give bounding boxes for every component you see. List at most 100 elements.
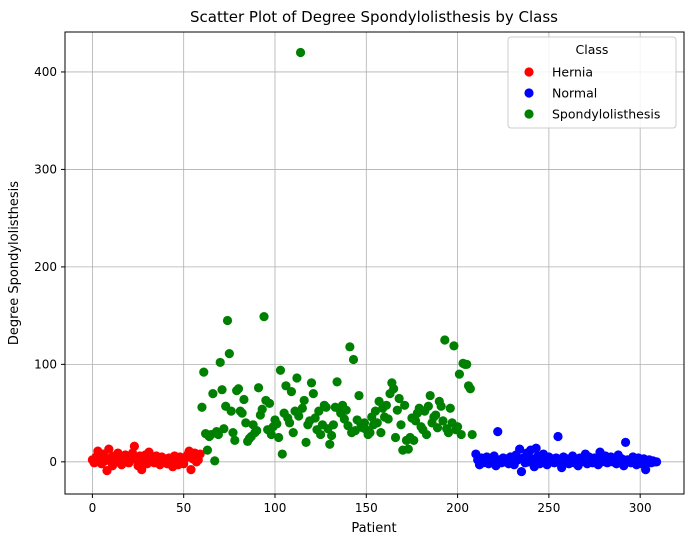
data-point	[493, 427, 503, 437]
series-spondylolisthesis	[197, 47, 477, 466]
legend-label: Hernia	[552, 65, 593, 80]
data-point	[531, 443, 541, 453]
data-point	[432, 423, 443, 433]
y-tick-label: 300	[34, 162, 57, 176]
data-point	[259, 312, 269, 322]
data-point	[186, 465, 196, 475]
data-point	[104, 444, 114, 454]
x-tick-label: 200	[446, 501, 469, 515]
data-point	[264, 398, 275, 408]
data-point	[286, 387, 297, 397]
data-point	[374, 396, 384, 407]
data-point	[400, 400, 410, 410]
data-point	[348, 354, 359, 365]
data-point	[257, 404, 267, 414]
data-point	[252, 426, 262, 436]
plot-frame	[64, 31, 685, 495]
y-tick-label: 0	[49, 455, 57, 469]
data-point	[314, 406, 324, 416]
data-point	[222, 315, 233, 326]
data-point	[233, 384, 244, 394]
chart-title: Scatter Plot of Degree Spondylolisthesis…	[190, 8, 558, 26]
data-point	[343, 421, 353, 431]
legend-label: Normal	[552, 86, 597, 101]
y-axis-label: Degree Spondylolisthesis	[7, 181, 22, 345]
y-tick-label: 100	[34, 357, 57, 371]
data-point	[390, 432, 401, 443]
x-tick-label: 250	[537, 501, 560, 515]
data-point	[219, 424, 229, 434]
data-point	[449, 341, 459, 351]
legend-title: Class	[576, 42, 609, 57]
data-point	[301, 437, 311, 447]
data-point	[456, 429, 466, 440]
x-tick-label: 0	[89, 501, 97, 515]
y-tick-label: 200	[34, 260, 57, 274]
data-point	[445, 403, 455, 413]
data-point	[339, 414, 349, 424]
data-point	[197, 402, 207, 412]
data-point	[253, 383, 264, 393]
series-hernia	[87, 441, 205, 476]
data-point	[272, 419, 282, 429]
data-point	[443, 427, 454, 438]
data-point	[332, 377, 342, 387]
data-point	[199, 367, 209, 377]
data-point	[215, 357, 225, 368]
data-point	[295, 47, 306, 58]
data-point	[239, 394, 249, 405]
data-point	[310, 413, 320, 423]
data-point	[425, 390, 435, 401]
axis-ticks: 0 50 100 150 200 250 300 0 100 200 300 400	[34, 65, 652, 515]
data-point	[641, 465, 651, 475]
data-point	[467, 429, 477, 440]
data-point	[281, 381, 291, 391]
data-point	[381, 400, 391, 410]
data-point	[228, 427, 238, 438]
x-tick-label: 150	[355, 501, 378, 515]
data-point	[213, 429, 223, 440]
legend-label: Spondylolisthesis	[552, 107, 660, 122]
data-points	[87, 47, 662, 477]
data-point	[354, 390, 364, 401]
data-point	[224, 349, 234, 359]
data-point	[297, 403, 307, 413]
data-point	[376, 427, 386, 438]
data-point	[553, 431, 563, 442]
data-point	[515, 444, 525, 454]
data-point	[462, 359, 472, 369]
data-point	[394, 393, 404, 404]
data-point	[440, 335, 450, 345]
data-point	[403, 444, 413, 454]
data-point	[454, 369, 465, 379]
data-point	[410, 416, 421, 426]
data-point	[516, 466, 527, 477]
data-point	[202, 445, 213, 455]
data-point	[365, 427, 375, 438]
x-axis-label: Patient	[351, 521, 396, 536]
data-point	[326, 430, 337, 441]
x-tick-label: 300	[629, 501, 652, 515]
data-point	[389, 384, 399, 394]
x-tick-label: 50	[176, 501, 191, 515]
data-point	[620, 437, 631, 447]
data-point	[288, 427, 298, 438]
legend-marker	[524, 109, 534, 119]
y-tick-label: 400	[34, 65, 57, 79]
data-point	[321, 402, 331, 412]
data-point	[129, 441, 139, 451]
data-point	[409, 435, 419, 445]
data-point	[137, 465, 147, 475]
data-point	[370, 406, 381, 416]
data-point	[217, 385, 227, 395]
data-point	[396, 420, 406, 430]
data-point	[465, 384, 475, 394]
data-point	[452, 422, 463, 432]
data-point	[421, 429, 432, 440]
data-point	[299, 395, 309, 406]
data-point	[208, 389, 218, 399]
data-point	[383, 414, 393, 424]
data-point	[306, 378, 317, 388]
data-point	[308, 389, 318, 399]
